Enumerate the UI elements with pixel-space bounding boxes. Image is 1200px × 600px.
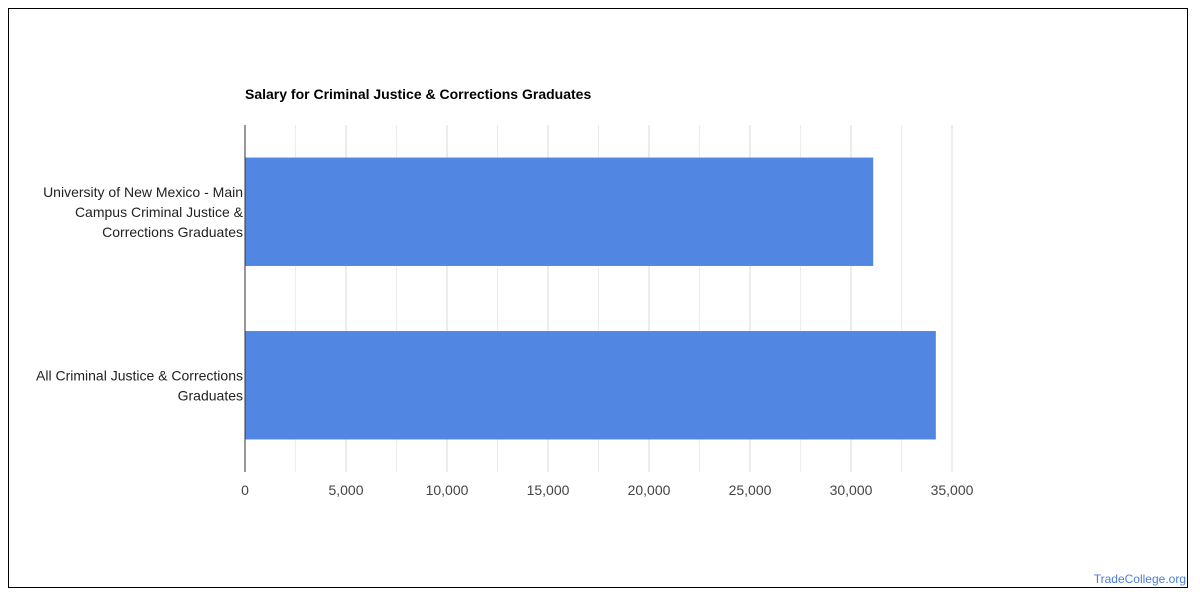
- category-label-line: Campus Criminal Justice &: [75, 204, 244, 220]
- category-label-line: Graduates: [178, 387, 243, 403]
- category-label-line: All Criminal Justice & Corrections: [36, 367, 243, 383]
- category-labels: University of New Mexico - Main Campus Cr…: [36, 184, 244, 404]
- x-tick-label: 20,000: [628, 482, 671, 498]
- source-link[interactable]: TradeCollege.org: [1093, 572, 1186, 586]
- x-tick-label: 0: [241, 482, 249, 498]
- x-tick-label: 30,000: [830, 482, 873, 498]
- category-label: University of New Mexico - Main Campus Cr…: [43, 184, 244, 240]
- x-tick-label: 15,000: [527, 482, 570, 498]
- x-tick-label: 5,000: [328, 482, 363, 498]
- x-tick-label: 25,000: [729, 482, 772, 498]
- x-tick-label: 35,000: [931, 482, 974, 498]
- bars: [245, 157, 936, 440]
- category-label-line: Corrections Graduates: [102, 224, 243, 240]
- bar: [245, 331, 936, 440]
- x-tick-labels: 0 5,000 10,000 15,000 20,000 25,000 30,000 35,0…: [241, 482, 974, 498]
- x-tick-label: 10,000: [426, 482, 469, 498]
- chart-title: Salary for Criminal Justice & Correction…: [245, 86, 591, 102]
- bar: [245, 157, 874, 266]
- category-label: All Criminal Justice & Corrections Gradua…: [36, 367, 243, 403]
- category-label-line: University of New Mexico - Main: [43, 184, 243, 200]
